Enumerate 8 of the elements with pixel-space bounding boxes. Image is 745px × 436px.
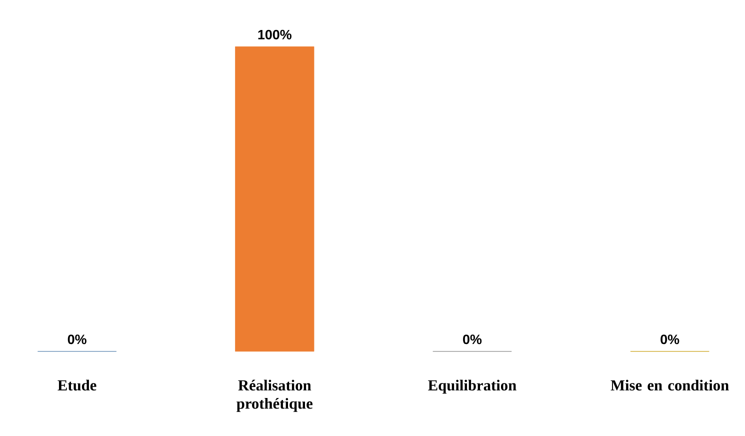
x-tick-label: Réalisation prothétique: [236, 380, 312, 412]
data-label: 100%: [258, 30, 292, 40]
data-label: 0%: [68, 334, 86, 344]
x-tick-label: Equilibration: [428, 380, 516, 394]
data-label: 0%: [660, 334, 680, 344]
x-tick-label: Etude: [58, 380, 96, 391]
data-label: 0%: [463, 334, 482, 344]
x-tick-label: Mise en condition: [610, 380, 729, 391]
